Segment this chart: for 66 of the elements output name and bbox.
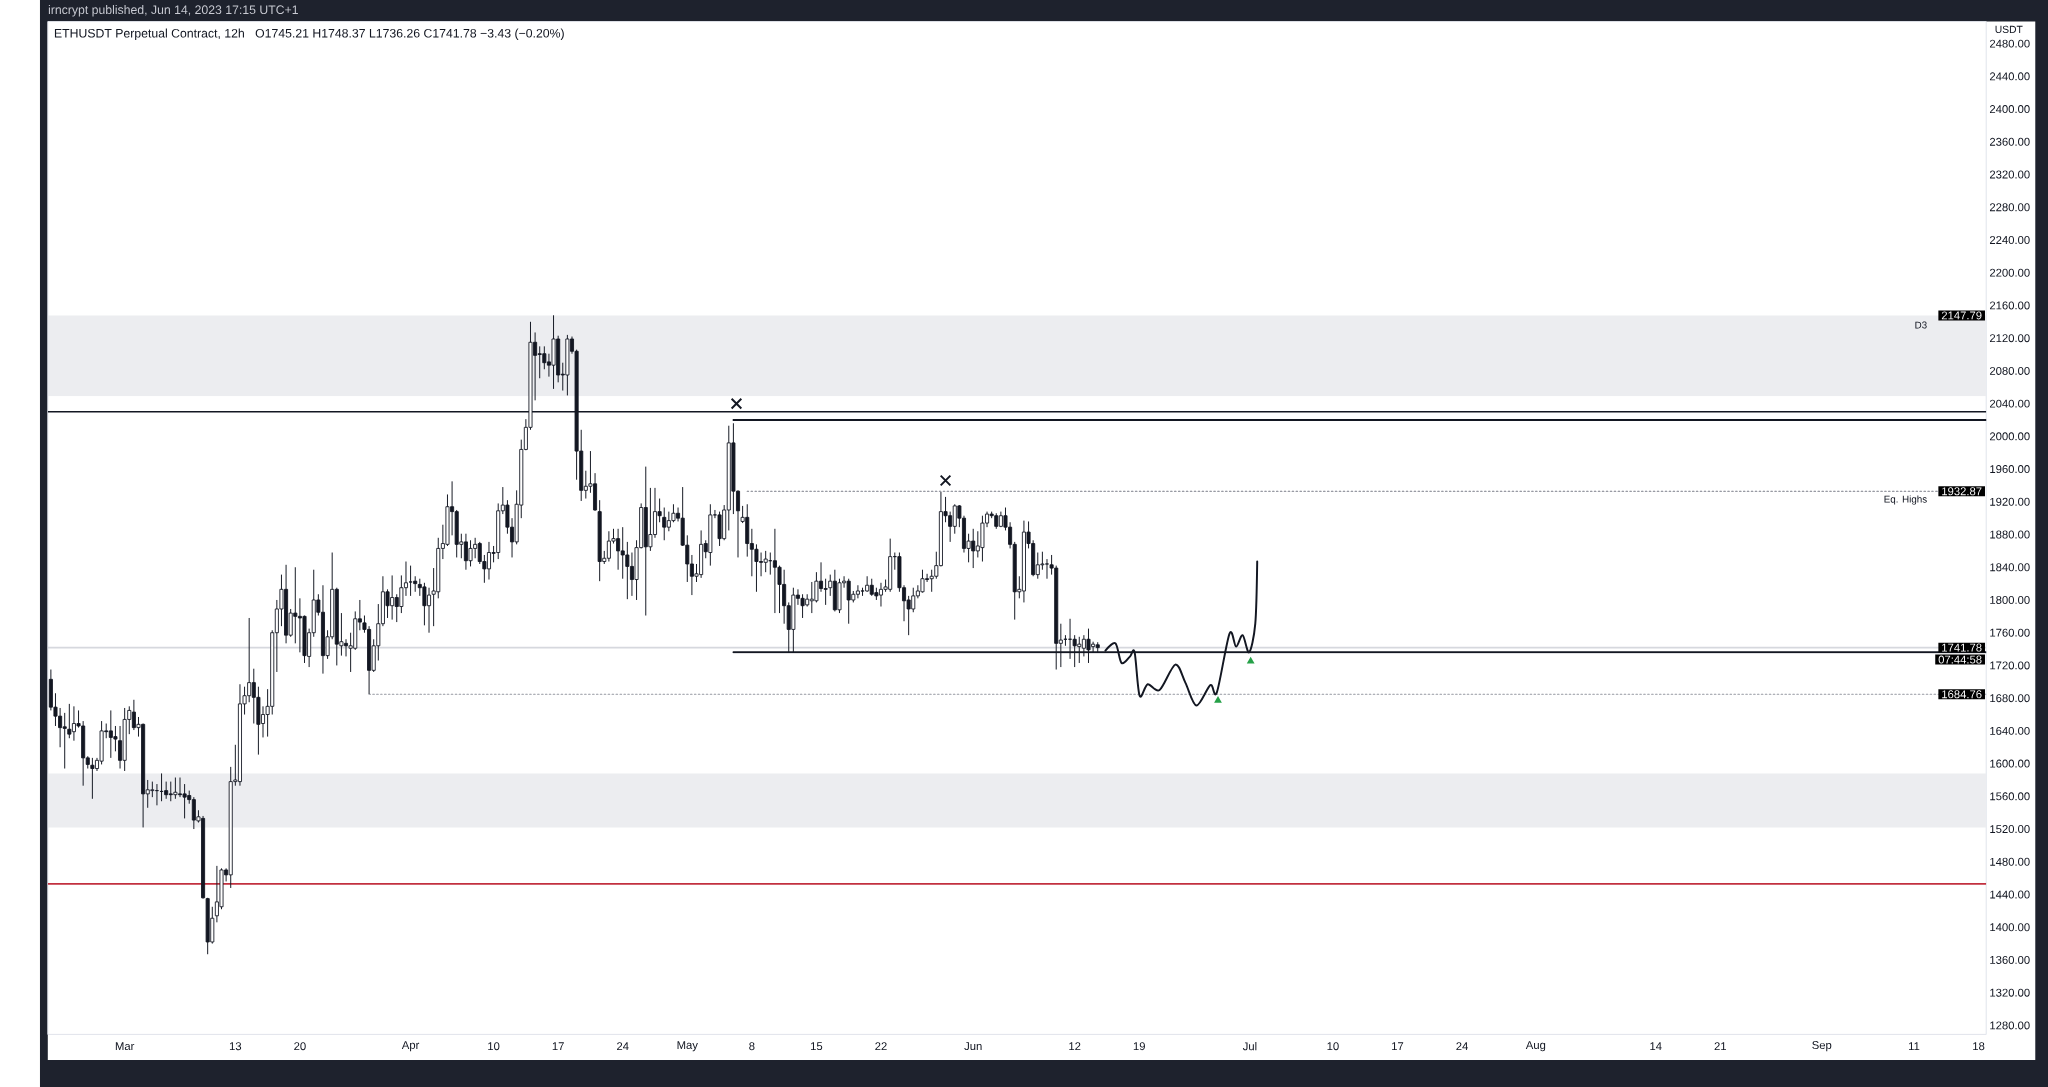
y-tick-label: 2000.00 — [1989, 432, 2030, 441]
y-tick-label: 1920.00 — [1990, 497, 2030, 506]
x-tick-label: Aug — [1525, 1040, 1546, 1052]
y-tick-label: 1960.00 — [1990, 464, 2030, 473]
x-tick-label: 15 — [811, 1042, 823, 1050]
text: irncrypt published, Jun 14, 2023 17:15 UTC+1 — [48, 4, 298, 17]
y-tick-label: 2080.00 — [1989, 366, 2030, 375]
x-tick-label: 19 — [1133, 1042, 1145, 1050]
y-tick-label: 2400.00 — [1989, 104, 2030, 113]
y-tick-label: 1720.00 — [1990, 661, 2030, 670]
y-tick-label: 2480.00 — [1989, 39, 2030, 48]
annotation: 1741.78 — [1942, 643, 1982, 652]
y-tick-label: 2280.00 — [1989, 203, 2030, 212]
x-tick-label: Jul — [1242, 1041, 1257, 1051]
x-tick-label: Sep — [1812, 1040, 1832, 1052]
x-tick-label: 22 — [875, 1042, 887, 1050]
y-tick-label: 1480.00 — [1990, 857, 2030, 866]
y-tick-label: 2160.00 — [1989, 301, 2030, 310]
x-tick-label: 12 — [1069, 1042, 1081, 1050]
y-tick-label: 2120.00 — [1989, 334, 2030, 342]
y-tick-label: 2200.00 — [1989, 268, 2030, 277]
annotation: 1684.76 — [1942, 690, 1982, 699]
y-tick-label: 1280.00 — [1990, 1021, 2030, 1030]
annotation: 1932.87 — [1942, 487, 1982, 496]
x-tick-label: 24 — [617, 1042, 629, 1050]
band-label: D3 — [1915, 321, 1927, 329]
x-tick-label: 10 — [1327, 1042, 1339, 1050]
y-tick-label: 1840.00 — [1990, 563, 2030, 572]
y-tick-label: 2320.00 — [1989, 170, 2030, 179]
x-tick-label: 8 — [749, 1042, 755, 1050]
x-tick-label: 14 — [1650, 1042, 1662, 1050]
text: ETHUSDT Perpetual Contract, 12h — [54, 28, 244, 40]
y-tick-label: 1520.00 — [1990, 824, 2030, 833]
x-tick-label: 18 — [1973, 1042, 1985, 1050]
y-tick-label: 1360.00 — [1990, 955, 2030, 964]
x-tick-label: 21 — [1714, 1042, 1727, 1050]
y-tick-label: 1600.00 — [1990, 759, 2030, 768]
y-tick-label: 2240.00 — [1989, 235, 2030, 244]
y-tick-label: 2360.00 — [1989, 137, 2030, 146]
y-tick-label: 2440.00 — [1989, 72, 2030, 81]
y-tick-label: 1320.00 — [1990, 988, 2030, 997]
y-tick-label: 1680.00 — [1990, 693, 2030, 702]
x-tick-label: 11 — [1909, 1042, 1920, 1050]
y-tick-label: 1800.00 — [1990, 595, 2030, 604]
annotation: 2147.79 — [1941, 311, 1982, 320]
x-tick-label: May — [677, 1040, 698, 1052]
x-tick-label: 24 — [1456, 1042, 1468, 1050]
x-tick-label: 13 — [229, 1042, 242, 1050]
annotation: 07:44:58 — [1938, 655, 1982, 664]
y-tick-label: 1560.00 — [1990, 792, 2030, 801]
y-tick-label: 1400.00 — [1990, 923, 2030, 932]
x-tick-label: Mar — [115, 1042, 135, 1050]
x-tick-label: 17 — [1392, 1042, 1404, 1050]
x-tick-label: 17 — [552, 1042, 564, 1050]
y-tick-label: 1640.00 — [1990, 726, 2030, 735]
y-tick-label: 1880.00 — [1990, 530, 2030, 539]
text: O1745.21 H1748.37 L1736.26 C1741.78 −3.43 (−0.20%) — [255, 28, 564, 40]
x-tick-label: Jun — [964, 1042, 982, 1050]
x-tick-label: Apr — [401, 1040, 420, 1052]
x-tick-label: 20 — [294, 1042, 306, 1050]
y-tick-label: 2040.00 — [1989, 399, 2030, 408]
series-label: Eq. Highs — [1884, 495, 1927, 505]
y-axis-title: USDT — [1995, 25, 2023, 33]
x-tick-label: 10 — [488, 1042, 500, 1050]
y-tick-label: 1440.00 — [1990, 890, 2030, 899]
y-tick-label: 1760.00 — [1990, 628, 2030, 637]
